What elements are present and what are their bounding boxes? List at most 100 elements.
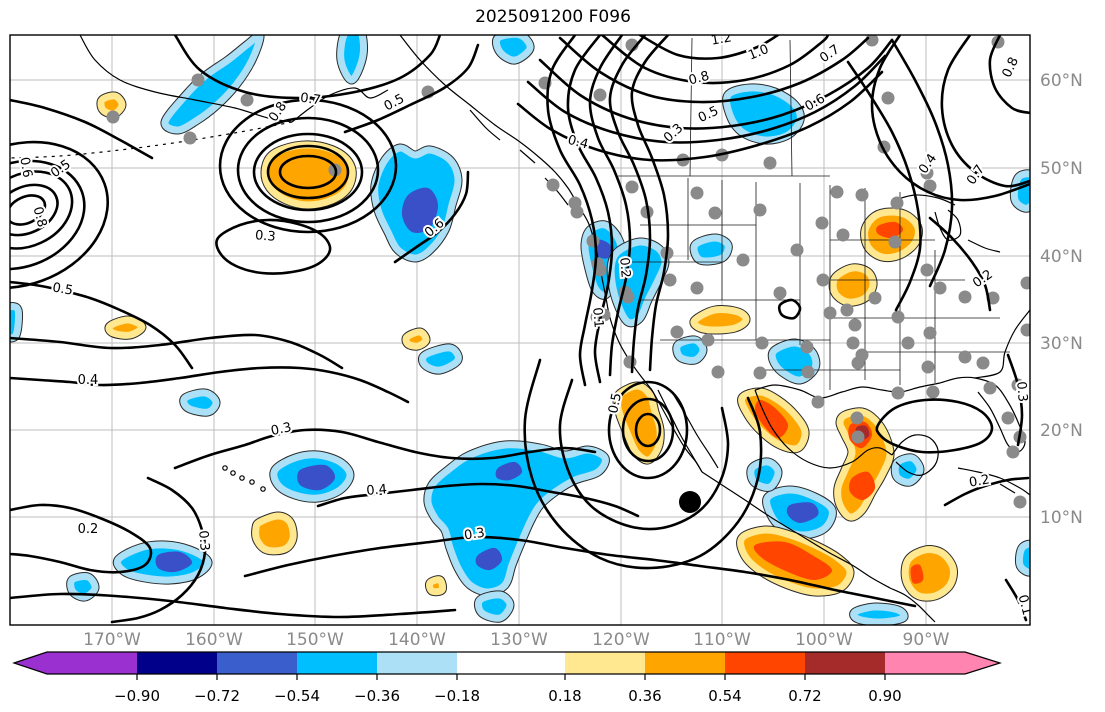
contour-label: 0.3 <box>463 526 486 544</box>
contour-line <box>516 70 884 162</box>
station-dot <box>1006 445 1020 459</box>
blueCore-anomaly-core <box>786 502 819 523</box>
red-anomaly-core <box>910 564 924 584</box>
station-dot <box>623 355 637 369</box>
coastline <box>519 149 536 164</box>
blue-anomaly-region <box>337 35 368 84</box>
contour-label: 0.2 <box>78 522 99 537</box>
station-dot <box>708 206 722 220</box>
station-dot <box>851 430 865 444</box>
colorbar-tick-label: 0.54 <box>708 687 741 705</box>
map-clipped-content: 0.6 0.50.80.70.8 0.50.30.50.40.20.30.30.40… <box>10 30 1030 625</box>
colorbar-segment <box>725 652 805 674</box>
state-border <box>789 39 793 177</box>
station-dot <box>663 273 677 287</box>
station-dot <box>923 326 937 340</box>
contour-line <box>343 43 480 134</box>
station-dot <box>920 166 934 180</box>
blue-anomaly-region <box>850 603 908 625</box>
contour-lines <box>10 35 1030 624</box>
contour-ring <box>10 140 110 290</box>
coastline <box>469 109 501 141</box>
station-dot <box>933 281 947 295</box>
contour-ring <box>10 183 59 237</box>
state-borders <box>617 37 1010 390</box>
blueCore-anomaly-core <box>595 239 611 259</box>
station-dot <box>836 228 850 242</box>
station-dot <box>773 286 787 300</box>
colorbar-left-arrow <box>14 652 47 674</box>
station-dot <box>800 340 814 354</box>
contour-line <box>10 592 457 619</box>
colorbar-tick-label: −0.18 <box>434 687 480 705</box>
contour-line <box>526 54 887 144</box>
coastline <box>754 382 941 399</box>
blueCore-anomaly-core <box>297 464 336 491</box>
state-border <box>689 37 693 177</box>
blue-anomaly-region <box>1015 540 1030 576</box>
red-anomaly-core <box>849 471 876 501</box>
station-dot <box>811 395 825 409</box>
coastline <box>967 239 1001 253</box>
contour-label: 0.2 <box>616 257 633 279</box>
shaded-anomaly-regions <box>10 35 1030 625</box>
hawaii-island <box>230 470 236 476</box>
station-dot <box>921 360 935 374</box>
colorbar-tick-label: 0.90 <box>868 687 901 705</box>
contour-label: 0.3 <box>270 420 293 439</box>
blue-anomaly-region <box>690 234 732 265</box>
contour-ring <box>607 380 689 480</box>
colorbar-tick-label: −0.54 <box>274 687 320 705</box>
contour-ring <box>10 170 74 250</box>
station-dot <box>790 243 804 257</box>
contour-ring <box>218 98 398 234</box>
contour-line <box>1006 353 1024 447</box>
red-anomaly-core <box>876 221 904 239</box>
station-dot <box>891 386 905 400</box>
contour-line <box>566 35 614 384</box>
contour-line <box>588 35 632 377</box>
colorbar-segment <box>297 652 377 674</box>
station-dot <box>976 356 990 370</box>
station-dot <box>690 281 704 295</box>
colorbar-segment <box>137 652 217 674</box>
coastline <box>894 194 956 206</box>
aleutian-island-chain <box>10 121 293 159</box>
contour-label: 0.6 <box>16 156 34 179</box>
colorbar-segment <box>565 652 645 674</box>
contour-label: 0.3 <box>1013 381 1030 403</box>
lon-tick-label: 160°W <box>185 630 243 650</box>
coastline <box>671 391 719 469</box>
contour-line <box>558 378 730 531</box>
orange-anomaly-region <box>425 576 447 596</box>
station-dot <box>625 180 639 194</box>
map-plot-area: 0.6 0.50.80.70.8 0.50.30.50.40.20.30.30.40… <box>9 30 1031 626</box>
contour-label: 0.3 <box>195 530 212 552</box>
contour-line <box>10 333 344 370</box>
station-dot <box>763 156 777 170</box>
station-dot <box>891 310 905 324</box>
contour-ring <box>10 159 86 271</box>
station-dot <box>920 263 934 277</box>
station-dot <box>670 325 684 339</box>
station-dot <box>846 336 860 350</box>
contour-ring <box>621 397 675 463</box>
colorbar-tick-label: −0.90 <box>114 687 160 705</box>
lon-tick-label: 130°W <box>490 630 548 650</box>
colorbar-tick-label: 0.72 <box>788 687 821 705</box>
station-dot <box>546 178 560 192</box>
colorbar-segment <box>217 652 297 674</box>
contour-label: 1.2 <box>710 30 733 48</box>
station-dot <box>690 186 704 200</box>
contour-label: 0.2 <box>968 472 991 490</box>
station-dot <box>830 185 844 199</box>
cyclone-position-marker <box>679 491 701 513</box>
lon-tick-label: 150°W <box>286 630 344 650</box>
orange-anomaly-region <box>901 546 957 601</box>
station-dot <box>850 411 864 425</box>
hawaii-island <box>249 479 255 485</box>
station-dot <box>816 273 830 287</box>
orange-anomaly-region <box>829 264 877 306</box>
station-dot <box>1001 411 1015 425</box>
